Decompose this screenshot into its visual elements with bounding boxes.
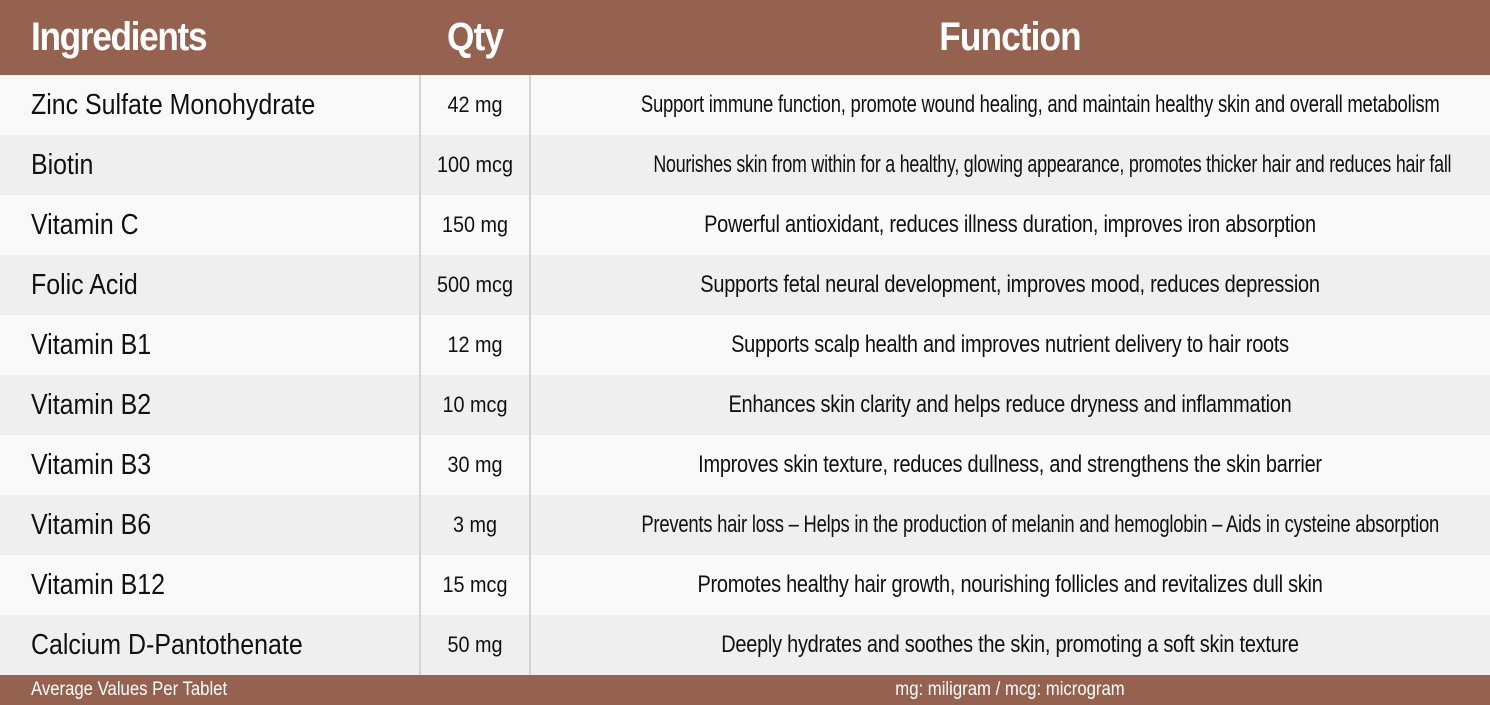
ingredient-cell: Calcium D-Pantothenate [31,629,303,661]
function-cell: Supports scalp health and improves nutri… [731,331,1289,358]
ingredient-cell: Zinc Sulfate Monohydrate [31,89,316,121]
table-row: Folic Acid 500 mcg Supports fetal neural d… [0,255,1490,315]
table-row: Vitamin C 150 mg Powerful antioxidant, red… [0,195,1490,255]
qty-cell: 15 mcg [442,572,508,597]
function-cell: Powerful antioxidant, reduces illness du… [704,211,1316,238]
ingredient-cell: Vitamin B6 [31,509,152,541]
table-footer: Average Values Per Tablet mg: miligram /… [0,675,1490,705]
qty-cell: 12 mg [447,332,503,357]
qty-cell: 500 mcg [437,272,513,297]
column-divider-ingredients-qty [419,75,421,675]
column-divider-qty-function [529,75,531,675]
table-header: Ingredients Qty Function [0,0,1490,75]
footer-note: Average Values Per Tablet [31,679,228,700]
qty-cell: 100 mcg [437,152,513,177]
qty-cell: 10 mcg [442,392,508,417]
ingredient-cell: Vitamin B2 [31,389,152,421]
table-row: Zinc Sulfate Monohydrate 42 mg Support imm… [0,75,1490,135]
function-cell: Nourishes skin from within for a healthy… [653,151,1452,178]
ingredient-cell: Vitamin B12 [31,569,166,601]
qty-cell: 150 mg [441,212,509,237]
table-row: Calcium D-Pantothenate 50 mg Deeply hydrat… [0,615,1490,675]
qty-cell: 42 mg [447,92,503,117]
function-cell: Prevents hair loss – Helps in the produc… [641,511,1440,538]
ingredient-cell: Vitamin B3 [31,449,152,481]
function-cell: Improves skin texture, reduces dullness,… [698,451,1322,478]
table-row: Vitamin B12 15 mcg Promotes healthy hair g… [0,555,1490,615]
ingredient-cell: Biotin [31,149,94,181]
table-row: Vitamin B1 12 mg Supports scalp health and… [0,315,1490,375]
ingredient-cell: Vitamin C [31,209,139,241]
qty-cell: 30 mg [447,452,503,477]
table-row: Vitamin B3 30 mg Improves skin texture, re… [0,435,1490,495]
qty-cell: 3 mg [452,512,498,537]
function-cell: Support immune function, promote wound h… [640,91,1440,118]
header-ingredients: Ingredients [31,15,208,59]
table-body: Zinc Sulfate Monohydrate 42 mg Support imm… [0,75,1490,675]
header-qty: Qty [446,15,504,59]
header-function: Function [939,15,1081,59]
ingredient-cell: Vitamin B1 [31,329,152,361]
table-row: Vitamin B2 10 mcg Enhances skin clarity an… [0,375,1490,435]
function-cell: Supports fetal neural development, impro… [700,271,1320,298]
table-row: Biotin 100 mcg Nourishes skin from within … [0,135,1490,195]
table-row: Vitamin B6 3 mg Prevents hair loss – Helps… [0,495,1490,555]
function-cell: Deeply hydrates and soothes the skin, pr… [721,631,1299,658]
function-cell: Enhances skin clarity and helps reduce d… [728,391,1292,418]
footer-units-legend: mg: miligram / mcg: microgram [895,679,1125,700]
ingredient-cell: Folic Acid [31,269,138,301]
qty-cell: 50 mg [447,632,503,657]
function-cell: Promotes healthy hair growth, nourishing… [697,571,1323,598]
